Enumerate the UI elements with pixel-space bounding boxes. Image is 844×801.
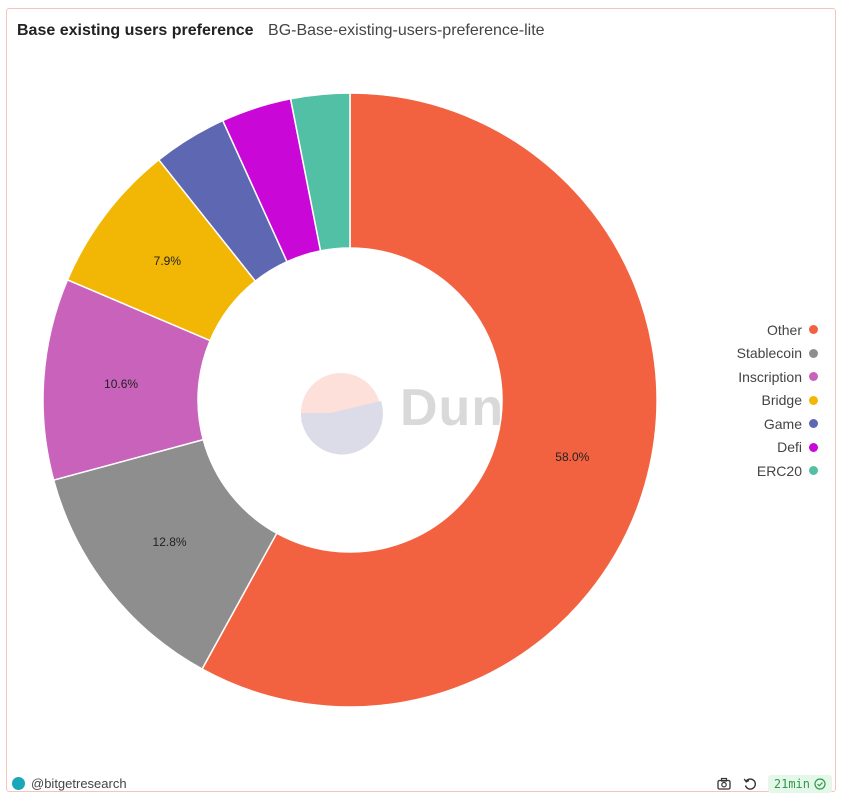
legend-dot	[809, 372, 818, 382]
camera-icon[interactable]	[716, 776, 732, 792]
legend-dot	[809, 466, 818, 476]
slice-label-other: 58.0%	[555, 450, 589, 464]
legend-dot	[809, 325, 818, 335]
dune-watermark: Dune	[296, 368, 546, 458]
legend-label: Game	[763, 415, 802, 432]
refresh-age-badge: 21min	[767, 775, 832, 793]
refresh-age-text: 21min	[773, 777, 810, 791]
footer-actions: 21min	[716, 775, 832, 793]
legend-dot	[809, 348, 818, 358]
legend-item-inscription[interactable]: Inscription	[738, 367, 818, 387]
legend-label: Stablecoin	[736, 345, 802, 362]
legend-item-game[interactable]: Game	[764, 414, 818, 434]
slice-inscription[interactable]	[42, 278, 212, 481]
legend-item-bridge[interactable]: Bridge	[762, 391, 818, 411]
dune-logo-icon	[301, 373, 383, 455]
legend-item-other[interactable]: Other	[767, 320, 818, 340]
refresh-icon[interactable]	[742, 776, 758, 792]
legend-label: Defi	[777, 439, 802, 456]
legend-dot	[809, 442, 818, 452]
author-info: @bitgetresearch	[12, 776, 127, 791]
slice-label-inscription: 10.6%	[104, 377, 138, 391]
slice-label-stablecoin: 12.8%	[153, 535, 187, 549]
slice-label-bridge: 7.9%	[154, 254, 182, 268]
legend-label: ERC20	[756, 462, 802, 479]
author-handle[interactable]: @bitgetresearch	[31, 776, 127, 791]
check-circle-icon	[814, 778, 826, 790]
slice-stablecoin[interactable]	[52, 438, 278, 671]
legend-label: Inscription	[738, 368, 802, 385]
author-avatar-icon	[12, 777, 25, 790]
chart-title: Base existing users preference	[17, 22, 254, 39]
legend-label: Other	[766, 321, 802, 338]
legend-dot	[809, 395, 818, 405]
chart-legend: Other Stablecoin Inscription Bridge Game Defi…	[737, 320, 818, 481]
legend-dot	[809, 419, 818, 429]
chart-subtitle: BG-Base-existing-users-preference-lite	[268, 22, 545, 39]
chart-header: Base existing users preference BG-Base-e…	[17, 22, 545, 40]
legend-item-stablecoin[interactable]: Stablecoin	[737, 344, 818, 364]
slice-erc20[interactable]	[289, 92, 351, 252]
legend-item-erc20[interactable]: ERC20	[757, 461, 818, 481]
legend-label: Bridge	[761, 392, 802, 409]
slice-other[interactable]	[201, 92, 658, 708]
legend-item-defi[interactable]: Defi	[777, 438, 818, 458]
